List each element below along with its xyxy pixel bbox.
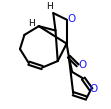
Text: O: O <box>78 60 86 70</box>
Text: O: O <box>90 84 98 94</box>
Text: O: O <box>67 14 75 24</box>
Text: H: H <box>47 2 53 11</box>
Text: H: H <box>28 20 34 28</box>
